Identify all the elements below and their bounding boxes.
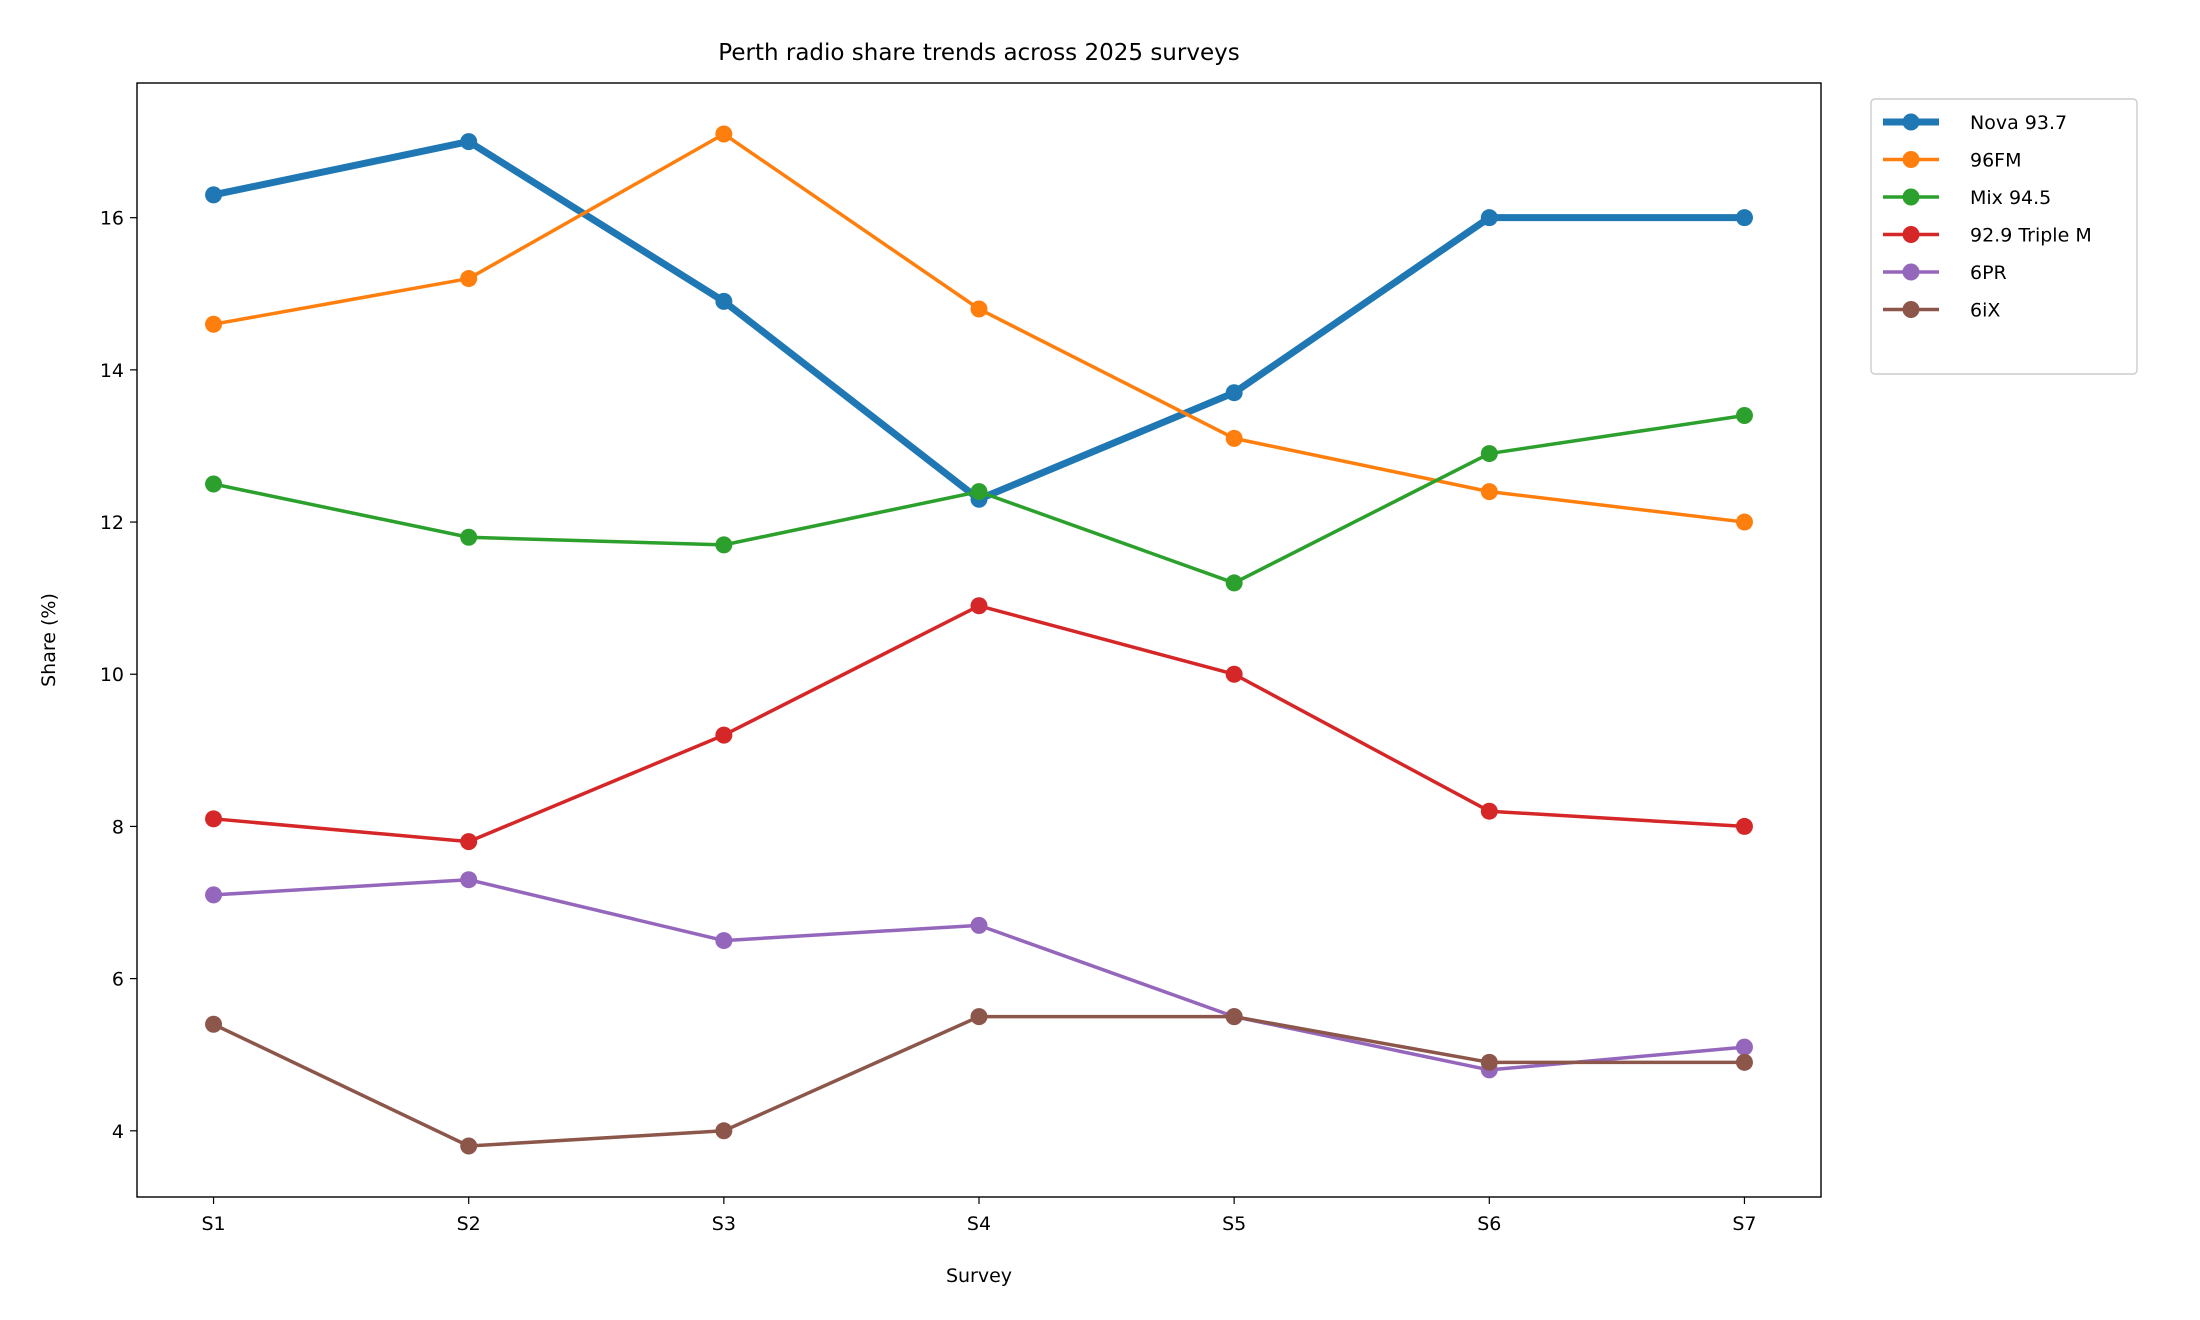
x-axis-label: Survey — [946, 1265, 1012, 1287]
series-nova-93-7 — [205, 133, 1753, 508]
y-tick-label: 6 — [112, 969, 124, 991]
legend-label: 6PR — [1970, 262, 2007, 284]
x-tick-label: S7 — [1732, 1213, 1756, 1235]
data-point — [205, 1015, 223, 1033]
data-point — [1480, 802, 1498, 820]
x-tick-label: S1 — [201, 1213, 225, 1235]
data-point — [460, 528, 478, 546]
x-tick-label: S6 — [1477, 1213, 1501, 1235]
legend: Nova 93.7 96FM Mix 94.5 92.9 Triple M 6PR 6iX — [1870, 98, 2138, 375]
data-point — [970, 300, 988, 318]
data-point — [970, 483, 988, 501]
legend-label: 96FM — [1970, 150, 2022, 172]
series-mix-94-5 — [205, 407, 1753, 592]
series-6pr — [205, 871, 1753, 1079]
data-point — [1735, 209, 1753, 227]
x-tick-label: S3 — [712, 1213, 736, 1235]
data-point — [205, 186, 223, 204]
data-point — [205, 810, 223, 828]
data-point — [1735, 1038, 1753, 1056]
data-point — [715, 536, 733, 554]
y-tick-label: 14 — [100, 360, 124, 382]
legend-frame — [1870, 98, 2138, 375]
x-tick-label: S5 — [1222, 1213, 1246, 1235]
legend-swatch-marker — [1902, 151, 1920, 168]
data-point — [1225, 1008, 1243, 1026]
series-line — [212, 1014, 1745, 1148]
legend-label: 6iX — [1970, 300, 2000, 322]
data-point — [460, 270, 478, 288]
y-tick-label: 10 — [100, 664, 124, 686]
data-point — [1225, 429, 1243, 447]
data-point — [460, 871, 478, 889]
data-point — [1735, 513, 1753, 531]
legend-swatch-marker — [1902, 263, 1920, 281]
y-axis-label: Share (%) — [38, 593, 60, 687]
data-point — [1735, 1053, 1753, 1071]
data-point — [715, 1122, 733, 1140]
data-point — [1480, 1053, 1498, 1071]
data-point — [460, 1137, 478, 1155]
series-line — [213, 604, 1745, 844]
y-tick-label: 8 — [112, 816, 124, 838]
data-point — [715, 726, 733, 744]
legend-swatch-marker — [1902, 188, 1920, 206]
series-line — [213, 877, 1745, 1072]
data-point — [460, 133, 478, 151]
y-tick-label: 12 — [100, 512, 124, 534]
data-point — [1735, 407, 1753, 425]
series-line — [212, 138, 1745, 503]
data-point — [1480, 445, 1498, 463]
data-point — [1225, 574, 1243, 592]
data-point — [205, 315, 223, 333]
data-point — [1225, 384, 1243, 402]
legend-swatch-marker — [1902, 301, 1920, 318]
x-tick-label: S2 — [457, 1213, 481, 1235]
data-point — [970, 916, 988, 934]
plot-frame — [136, 82, 1822, 1198]
legend-swatch-marker — [1902, 113, 1920, 131]
data-point — [1480, 209, 1498, 227]
data-point — [970, 1008, 988, 1026]
data-point — [1225, 665, 1243, 683]
legend-label: Mix 94.5 — [1970, 187, 2051, 209]
chart-title: Perth radio share trends across 2025 sur… — [718, 40, 1239, 66]
x-tick-label: S4 — [967, 1213, 991, 1235]
data-point — [205, 886, 223, 904]
series-92-9-triple-m — [205, 597, 1753, 851]
series-6ix — [205, 1008, 1753, 1155]
data-point — [970, 597, 988, 615]
data-point — [460, 833, 478, 851]
data-point — [715, 125, 733, 143]
series-96fm — [205, 125, 1753, 531]
legend-label: 92.9 Triple M — [1970, 225, 2092, 247]
data-point — [715, 292, 733, 310]
data-point — [1735, 817, 1753, 835]
data-point — [715, 932, 733, 950]
legend-swatch-marker — [1902, 226, 1920, 243]
y-tick-label: 4 — [112, 1121, 124, 1143]
legend-label: Nova 93.7 — [1970, 112, 2067, 134]
data-point — [1480, 483, 1498, 501]
data-point — [205, 475, 223, 493]
y-tick-label: 16 — [100, 208, 124, 230]
series-line — [213, 132, 1745, 524]
